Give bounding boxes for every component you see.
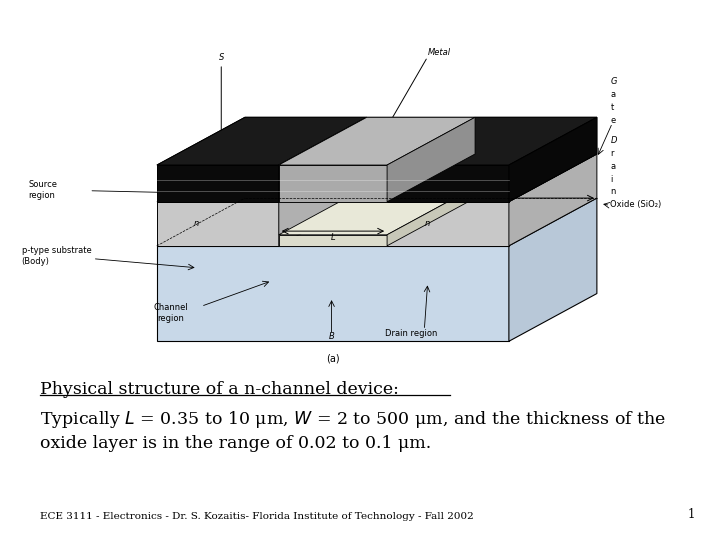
Text: D: D	[611, 136, 617, 145]
Polygon shape	[279, 117, 366, 202]
Text: G: G	[611, 77, 617, 86]
Polygon shape	[509, 198, 597, 341]
Text: n: n	[424, 219, 430, 228]
Text: t: t	[611, 103, 613, 112]
Text: n: n	[611, 187, 616, 197]
Polygon shape	[157, 165, 509, 202]
Polygon shape	[157, 117, 597, 165]
Polygon shape	[387, 165, 509, 202]
Polygon shape	[157, 154, 366, 202]
Polygon shape	[279, 165, 387, 202]
Text: B: B	[329, 333, 335, 341]
Text: region: region	[157, 314, 184, 323]
Polygon shape	[157, 202, 279, 246]
Text: (Body): (Body)	[22, 257, 50, 266]
Text: i: i	[611, 174, 613, 184]
Text: n: n	[194, 219, 199, 228]
Text: region: region	[28, 191, 55, 200]
Text: Channel: Channel	[153, 303, 188, 312]
Polygon shape	[157, 246, 509, 341]
Text: e: e	[611, 116, 616, 125]
Text: Metal: Metal	[428, 48, 451, 57]
Text: Typically $L$ = 0.35 to 10 μm, $W$ = 2 to 500 μm, and the thickness of the: Typically $L$ = 0.35 to 10 μm, $W$ = 2 t…	[40, 409, 666, 430]
Polygon shape	[157, 117, 366, 165]
Polygon shape	[279, 117, 475, 165]
Text: r: r	[611, 149, 614, 158]
Text: L: L	[330, 233, 336, 242]
Text: (a): (a)	[326, 354, 340, 363]
Polygon shape	[157, 165, 279, 202]
Text: 1: 1	[688, 508, 695, 521]
Polygon shape	[279, 187, 475, 235]
Polygon shape	[279, 235, 387, 246]
Text: Physical structure of a n-channel device:: Physical structure of a n-channel device…	[40, 381, 398, 397]
Text: Drain region: Drain region	[384, 329, 437, 338]
Text: ECE 3111 - Electronics - Dr. S. Kozaitis- Florida Institute of Technology - Fall: ECE 3111 - Electronics - Dr. S. Kozaitis…	[40, 512, 473, 521]
Text: p-type substrate: p-type substrate	[22, 246, 91, 255]
Text: W: W	[372, 181, 382, 191]
Polygon shape	[509, 154, 597, 246]
Polygon shape	[387, 154, 597, 202]
Polygon shape	[157, 198, 597, 246]
Text: S: S	[219, 53, 224, 63]
Polygon shape	[279, 154, 366, 246]
Polygon shape	[387, 187, 475, 246]
Text: a: a	[611, 161, 616, 171]
Polygon shape	[387, 117, 475, 202]
Text: a: a	[611, 90, 616, 99]
Polygon shape	[387, 117, 597, 165]
Text: Source: Source	[28, 180, 58, 189]
Polygon shape	[509, 117, 597, 202]
Text: Oxide (SiO₂): Oxide (SiO₂)	[611, 200, 662, 210]
Polygon shape	[387, 202, 509, 246]
Text: oxide layer is in the range of 0.02 to 0.1 μm.: oxide layer is in the range of 0.02 to 0…	[40, 435, 431, 451]
Polygon shape	[509, 117, 597, 202]
